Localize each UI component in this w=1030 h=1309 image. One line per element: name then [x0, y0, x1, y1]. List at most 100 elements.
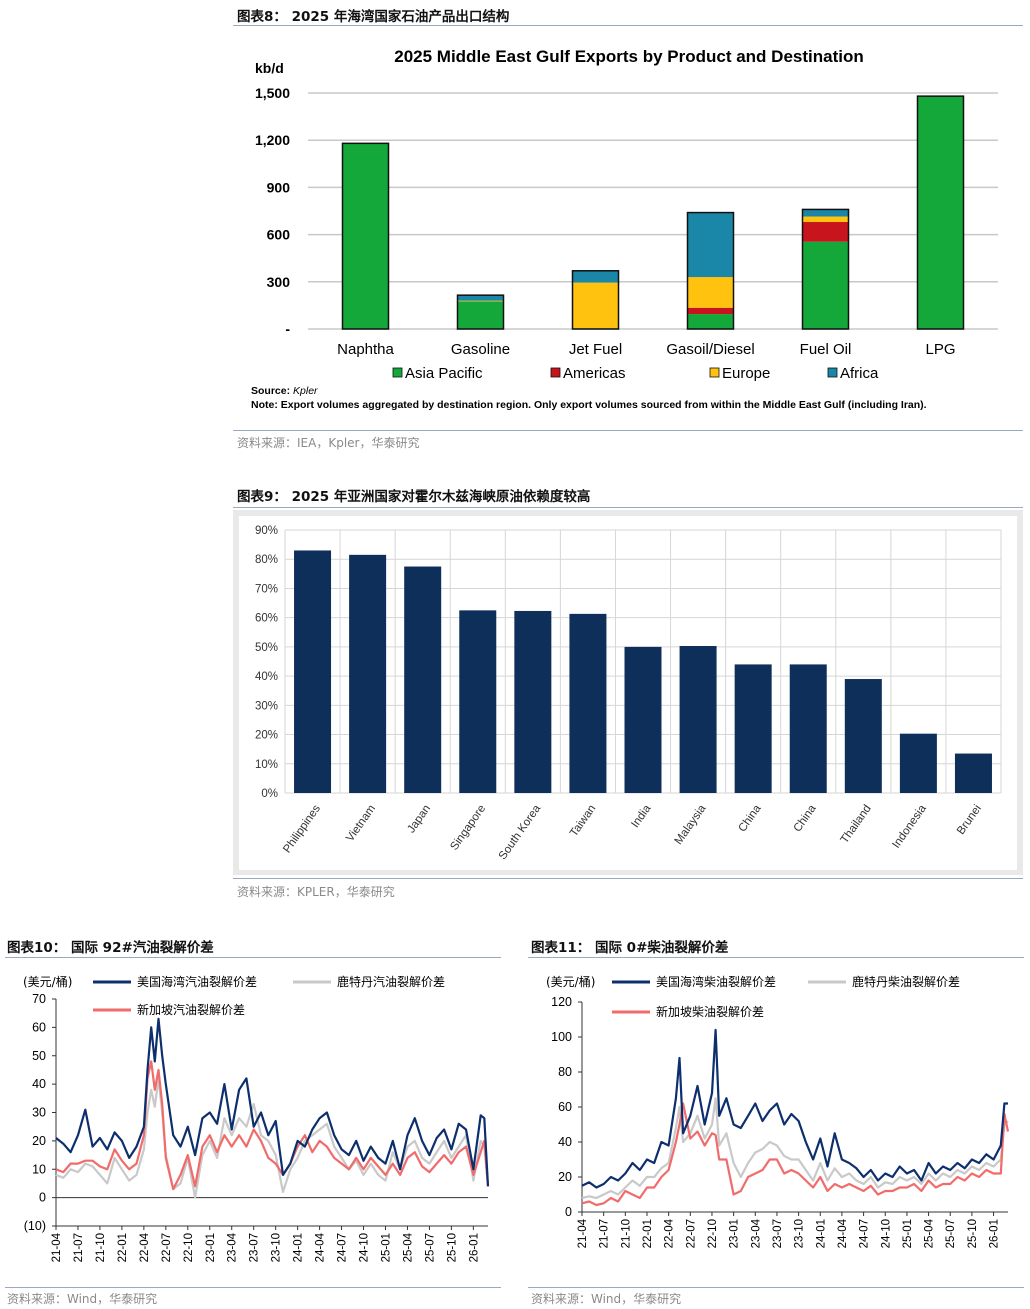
fig11-series-line — [581, 1097, 1009, 1200]
fig10-xtick-label: 26-01 — [468, 1233, 480, 1262]
fig8-legend-swatch — [827, 367, 838, 378]
fig9-ytick-label: 10% — [255, 759, 278, 771]
fig9-bar — [569, 613, 607, 793]
fig11-legend-label: 美国海湾柴油裂解价差 — [656, 974, 776, 989]
fig8-category-label: Naphtha — [337, 341, 394, 358]
fig10-xtick-label: 25-01 — [380, 1233, 392, 1262]
fig11-xtick-label: 22-04 — [664, 1218, 676, 1248]
fig9-title-rule — [233, 507, 1023, 508]
fig10-xtick-label: 25-10 — [446, 1233, 458, 1262]
fig8-ytick-label: 600 — [267, 227, 291, 243]
fig10-xtick-label: 24-01 — [293, 1233, 305, 1262]
fig10-title: 图表10： 国际 92#汽油裂解价差 — [7, 940, 214, 956]
fig11-xtick-label: 26-01 — [989, 1219, 1001, 1248]
fig8-bar-outline — [801, 208, 850, 330]
fig8-bar-segment — [457, 301, 504, 329]
fig8-category-label: LPG — [925, 341, 955, 358]
fig8-category-label: Fuel Oil — [800, 341, 852, 358]
fig9-bar — [954, 753, 992, 793]
fig9-chart: 0%10%20%30%40%50%60%70%80%90%Philippines… — [233, 510, 1023, 875]
fig8-legend-swatch — [709, 367, 720, 378]
fig11-ytick-label: 20 — [558, 1170, 572, 1184]
fig9-bar — [294, 550, 332, 793]
fig8-bar-segment — [687, 314, 734, 329]
fig8-bar-outline — [341, 142, 390, 330]
fig11-ylabel: (美元/桶) — [546, 974, 595, 989]
fig11-xtick-label: 23-04 — [750, 1218, 762, 1248]
fig8-ytick-label: 300 — [267, 274, 291, 290]
fig11-legend-label: 鹿特丹柴油裂解价差 — [852, 974, 960, 989]
fig11-source: 资料来源：Wind，华泰研究 — [531, 1292, 682, 1306]
fig8-legend-label: Africa — [840, 365, 879, 382]
fig10-xtick-label: 24-10 — [359, 1233, 371, 1262]
fig9-bar — [899, 733, 937, 793]
fig10-bottom-rule — [5, 1287, 501, 1288]
fig11-xtick-label: 25-07 — [945, 1219, 957, 1248]
fig9-source: 资料来源：KPLER，华泰研究 — [237, 885, 395, 899]
fig9-bar — [404, 566, 442, 793]
fig10-ytick-label: 0 — [39, 1191, 46, 1205]
fig8-bar-segment — [802, 222, 849, 242]
fig8-source-name: Kpler — [293, 385, 318, 397]
fig11-ytick-label: 120 — [551, 995, 572, 1009]
fig8-bar-outline — [916, 95, 965, 330]
fig10-series-line — [55, 1060, 490, 1191]
fig8-legend-swatch — [392, 367, 403, 378]
fig9-ytick-label: 80% — [255, 554, 278, 566]
fig10-xtick-label: 23-04 — [227, 1232, 239, 1262]
fig8-bar-segment — [457, 300, 504, 302]
fig8-bar-segment — [342, 143, 389, 329]
fig11-xtick-label: 25-10 — [967, 1219, 979, 1248]
fig8-bar-segment — [687, 307, 734, 315]
fig9-bar — [624, 646, 662, 793]
fig10-xtick-label: 23-10 — [271, 1233, 283, 1262]
fig8-bottom-rule — [233, 430, 1023, 431]
fig11-xtick-label: 21-07 — [599, 1219, 611, 1248]
fig8-legend-swatch — [550, 367, 561, 378]
fig10-ytick-label: (10) — [24, 1219, 46, 1233]
fig10-xtick-label: 24-04 — [315, 1232, 327, 1262]
fig11-xtick-label: 21-10 — [620, 1219, 632, 1248]
fig11-title-rule — [528, 957, 1024, 958]
fig11-title: 图表11： 国际 0#柴油裂解价差 — [531, 940, 729, 956]
fig8-category-label: Gasoil/Diesel — [666, 341, 754, 358]
fig8-bar-segment — [572, 282, 619, 329]
fig9-title: 图表9： 2025 年亚洲国家对霍尔木兹海峡原油依赖度较高 — [237, 489, 591, 505]
fig10-xtick-label: 24-07 — [337, 1233, 349, 1262]
fig10-xtick-label: 25-04 — [402, 1232, 414, 1262]
fig8-bar-segment — [457, 295, 504, 301]
fig11-xtick-label: 21-04 — [577, 1218, 589, 1248]
fig8-source-line: Source: Kpler — [251, 385, 318, 397]
fig10-ytick-label: 20 — [32, 1134, 46, 1148]
fig10-ytick-label: 60 — [32, 1020, 46, 1034]
fig8-source: 资料来源：IEA，Kpler，华泰研究 — [237, 436, 420, 450]
fig9-ytick-label: 40% — [255, 671, 278, 683]
fig9-bar — [459, 610, 497, 793]
fig10-xtick-label: 25-07 — [424, 1233, 436, 1262]
fig9-bar — [349, 554, 387, 793]
fig10-xtick-label: 21-07 — [73, 1233, 85, 1262]
fig8-bar-segment — [802, 209, 849, 217]
fig8-bar-segment — [572, 270, 619, 283]
fig8-bar-segment — [917, 96, 964, 329]
fig8-title-rule — [233, 25, 1023, 26]
fig11-xtick-label: 24-07 — [859, 1219, 871, 1248]
fig8-title: 图表8： 2025 年海湾国家石油产品出口结构 — [237, 9, 510, 25]
fig8-chart-title: 2025 Middle East Gulf Exports by Product… — [394, 47, 863, 66]
fig10-ytick-label: 10 — [32, 1162, 46, 1176]
fig10-xtick-label: 22-01 — [117, 1233, 129, 1262]
fig8-ytick-label: 1,500 — [255, 85, 290, 101]
fig10-ytick-label: 30 — [32, 1106, 46, 1120]
fig10-ylabel: (美元/桶) — [23, 974, 72, 989]
fig8-bar-segment — [802, 241, 849, 329]
fig9-bottom-rule — [233, 878, 1023, 879]
fig10-xtick-label: 21-10 — [95, 1233, 107, 1262]
fig9-ytick-label: 60% — [255, 613, 278, 625]
fig10-xtick-label: 21-04 — [51, 1232, 63, 1262]
fig11-xtick-label: 22-07 — [685, 1219, 697, 1248]
fig11-series-line — [581, 1102, 1010, 1207]
fig10-chart: (美元/桶) (10) 0 10 20 30 40 50 60 70 21-04 21-07 21-10… — [23, 974, 490, 1262]
fig8-legend-label: Asia Pacific — [405, 365, 483, 382]
fig11-xtick-label: 25-01 — [902, 1219, 914, 1248]
fig10-series-line — [55, 1017, 490, 1187]
